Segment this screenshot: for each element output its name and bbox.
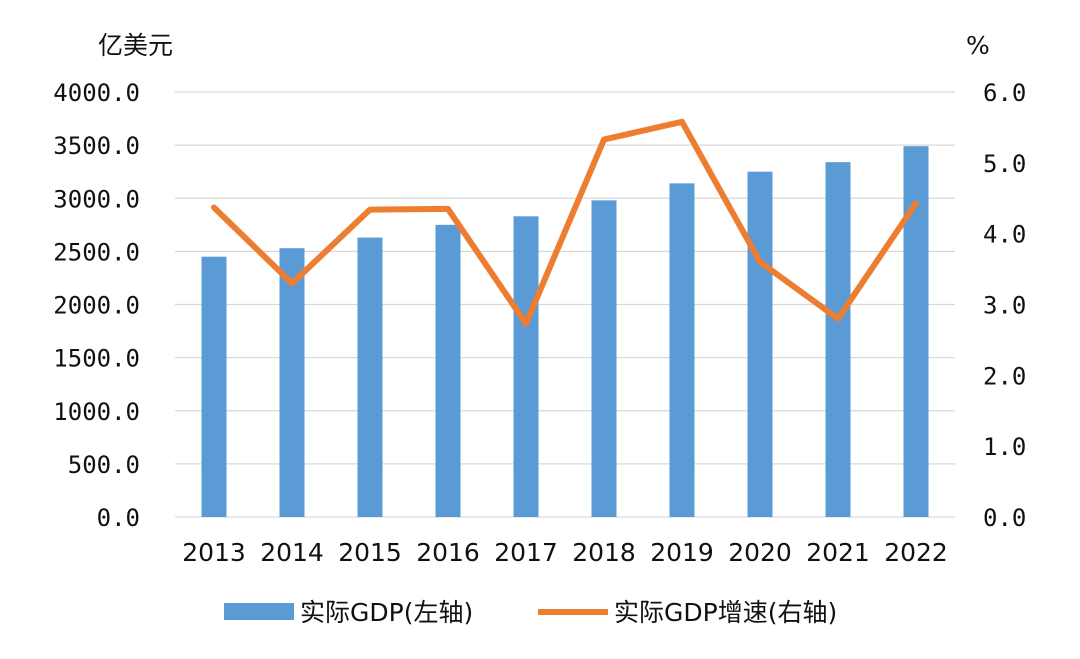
x-tick-label: 2013 [182,538,246,567]
growth-point-2013 [213,206,215,208]
growth-point-2019 [681,121,683,123]
left-tick-label: 3000.0 [53,185,140,213]
growth-point-2016 [447,208,449,210]
legend: 实际GDP(左轴) 实际GDP增速(右轴) [224,598,837,627]
x-tick-label: 2018 [572,538,636,567]
left-tick-label: 2500.0 [53,238,140,266]
right-tick-label: 0.0 [983,504,1026,532]
right-tick-label: 5.0 [983,150,1026,178]
growth-point-2022 [915,202,917,204]
left-tick-label: 3500.0 [53,132,140,160]
legend-label-bar: 实际GDP(左轴) [300,598,473,627]
bar-2015 [357,237,383,517]
x-tick-label: 2017 [494,538,558,567]
left-tick-label: 1000.0 [53,398,140,426]
bar-2013 [201,256,227,517]
line-series [211,118,919,327]
bar-2019 [669,183,695,517]
x-tick-label: 2016 [416,538,480,567]
left-tick-label: 4000.0 [53,79,140,107]
x-tick-label: 2014 [260,538,324,567]
bar-2018 [591,200,617,517]
x-axis-ticks: 2013 2014 2015 2016 2017 2018 2019 2020 2021 2022 [182,538,948,567]
bar-series [201,146,929,517]
right-tick-label: 4.0 [983,221,1026,249]
x-tick-label: 2021 [806,538,870,567]
x-tick-label: 2022 [884,538,948,567]
right-tick-label: 3.0 [983,292,1026,320]
gridlines [175,91,955,518]
left-tick-label: 500.0 [68,451,140,479]
growth-line [211,118,919,327]
growth-point-2014 [291,282,293,284]
x-tick-label: 2015 [338,538,402,567]
left-axis-unit: 亿美元 [98,31,173,60]
left-tick-label: 1500.0 [53,345,140,373]
legend-swatch-bar [224,603,294,620]
right-tick-label: 6.0 [983,79,1026,107]
growth-point-2020 [759,261,761,263]
growth-point-2021 [837,318,839,320]
bar-2020 [747,171,773,517]
x-tick-label: 2019 [650,538,714,567]
bar-2017 [513,216,539,517]
bar-2016 [435,224,461,517]
right-tick-label: 2.0 [983,362,1026,390]
legend-label-line: 实际GDP增速(右轴) [614,598,837,627]
growth-point-2018 [603,138,605,140]
left-axis-ticks: 0.0 500.0 1000.0 1500.0 2000.0 2500.0 3000.0 35… [53,79,140,532]
right-axis-unit: % [966,31,990,60]
growth-point-2017 [525,323,527,325]
right-tick-label: 1.0 [983,433,1026,461]
right-axis-ticks: 0.0 1.0 2.0 3.0 4.0 5.0 6.0 [983,79,1026,532]
bar-2014 [279,248,305,517]
x-tick-label: 2020 [728,538,792,567]
left-tick-label: 2000.0 [53,292,140,320]
left-tick-label: 0.0 [97,504,140,532]
bar-2021 [825,162,851,517]
growth-point-2015 [369,209,371,211]
